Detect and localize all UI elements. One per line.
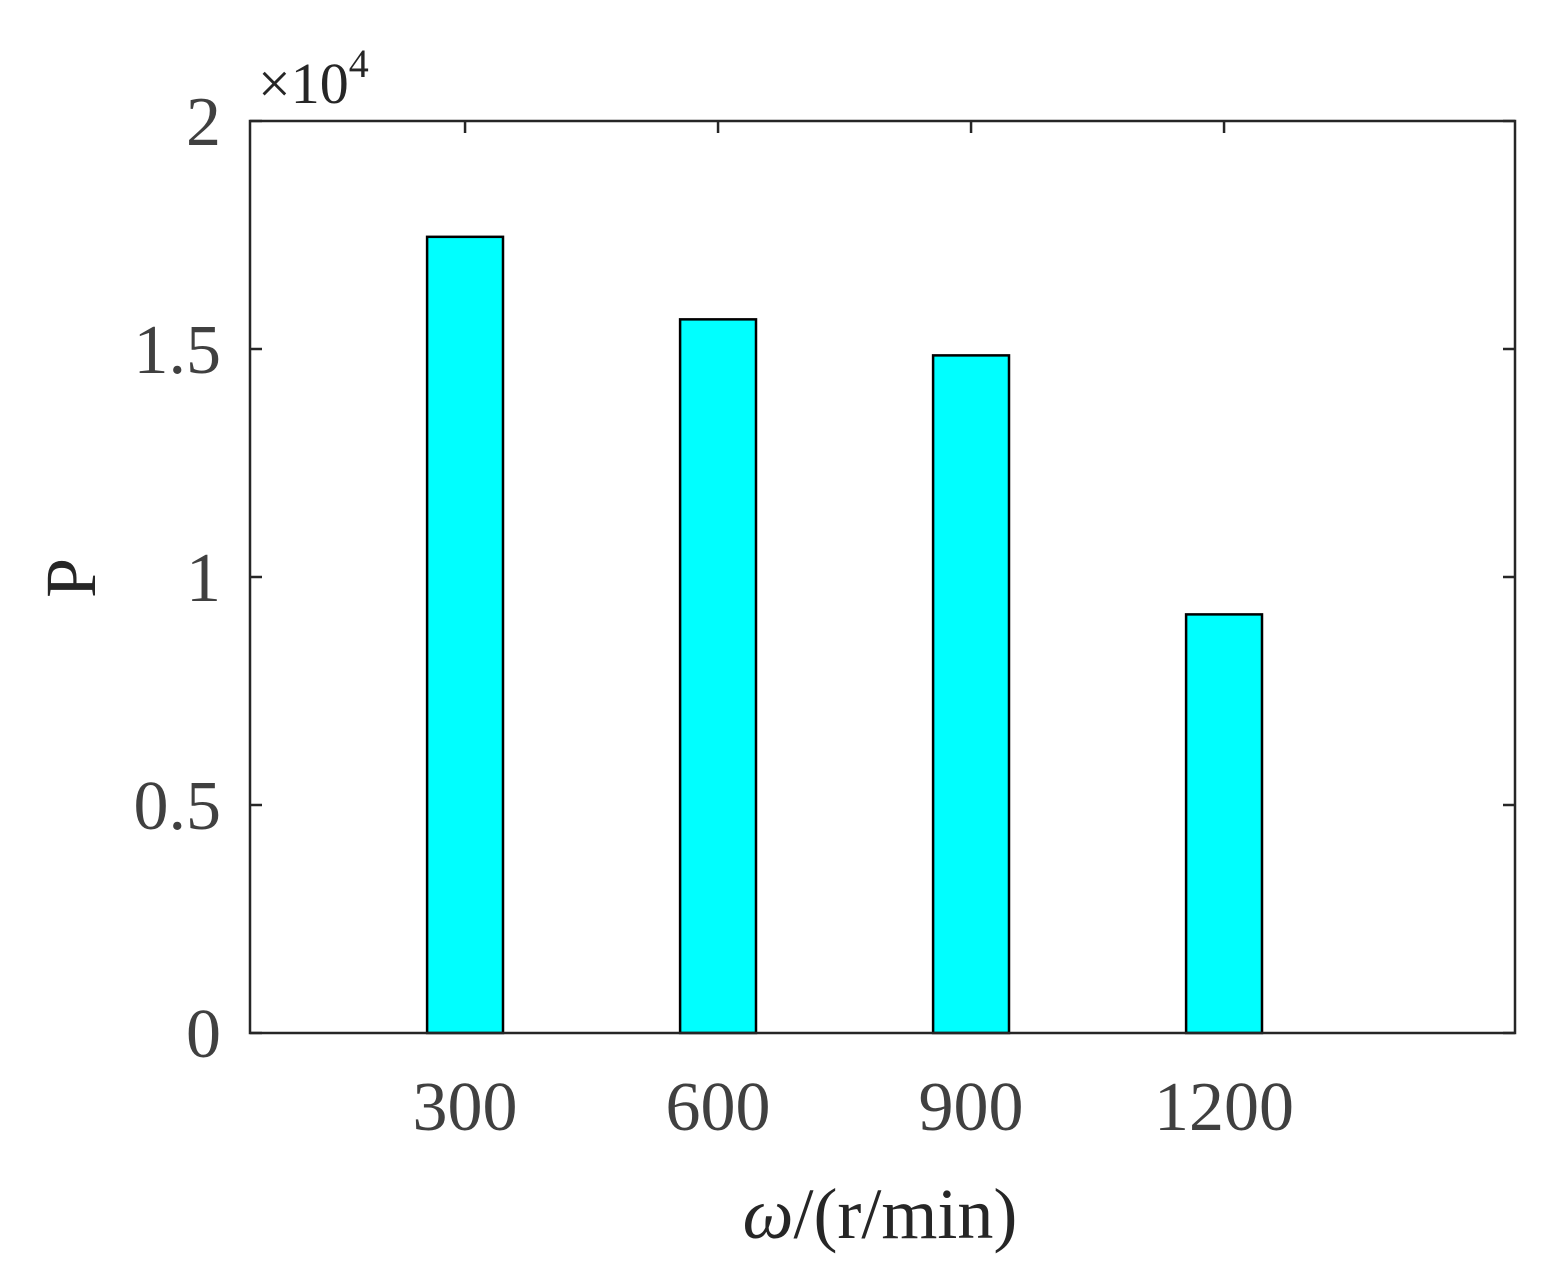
x-tick-label: 300 [413,1069,518,1146]
exponent-base: ×10 [258,51,349,116]
bar-1200 [1184,613,1264,1035]
x-tick-label: 1200 [1154,1069,1294,1146]
x-axis-units: /(r/min) [793,1174,1017,1254]
y-tick-label: 1.5 [134,312,222,389]
labels-layer: 300 600 900 1200 0 0.5 1 1.5 2 [134,84,1295,1146]
bars-layer [425,235,1264,1035]
y-axis-label: P [31,558,111,598]
y-tick-label: 0.5 [134,768,222,845]
x-axis-symbol: ω [743,1174,794,1254]
y-tick-label: 1 [186,540,221,617]
bar-600 [678,318,758,1035]
bar-300 [425,235,505,1035]
bar-900 [931,354,1011,1035]
x-tick-label: 600 [666,1069,771,1146]
exponent-power: 4 [349,41,369,86]
x-tick-label: 900 [919,1069,1024,1146]
exponent-label: ×104 [258,41,369,116]
x-axis-label: ω/(r/min) [743,1174,1018,1254]
y-tick-label: 2 [186,84,221,161]
y-tick-label: 0 [186,996,221,1073]
axes-box [248,119,1517,1035]
